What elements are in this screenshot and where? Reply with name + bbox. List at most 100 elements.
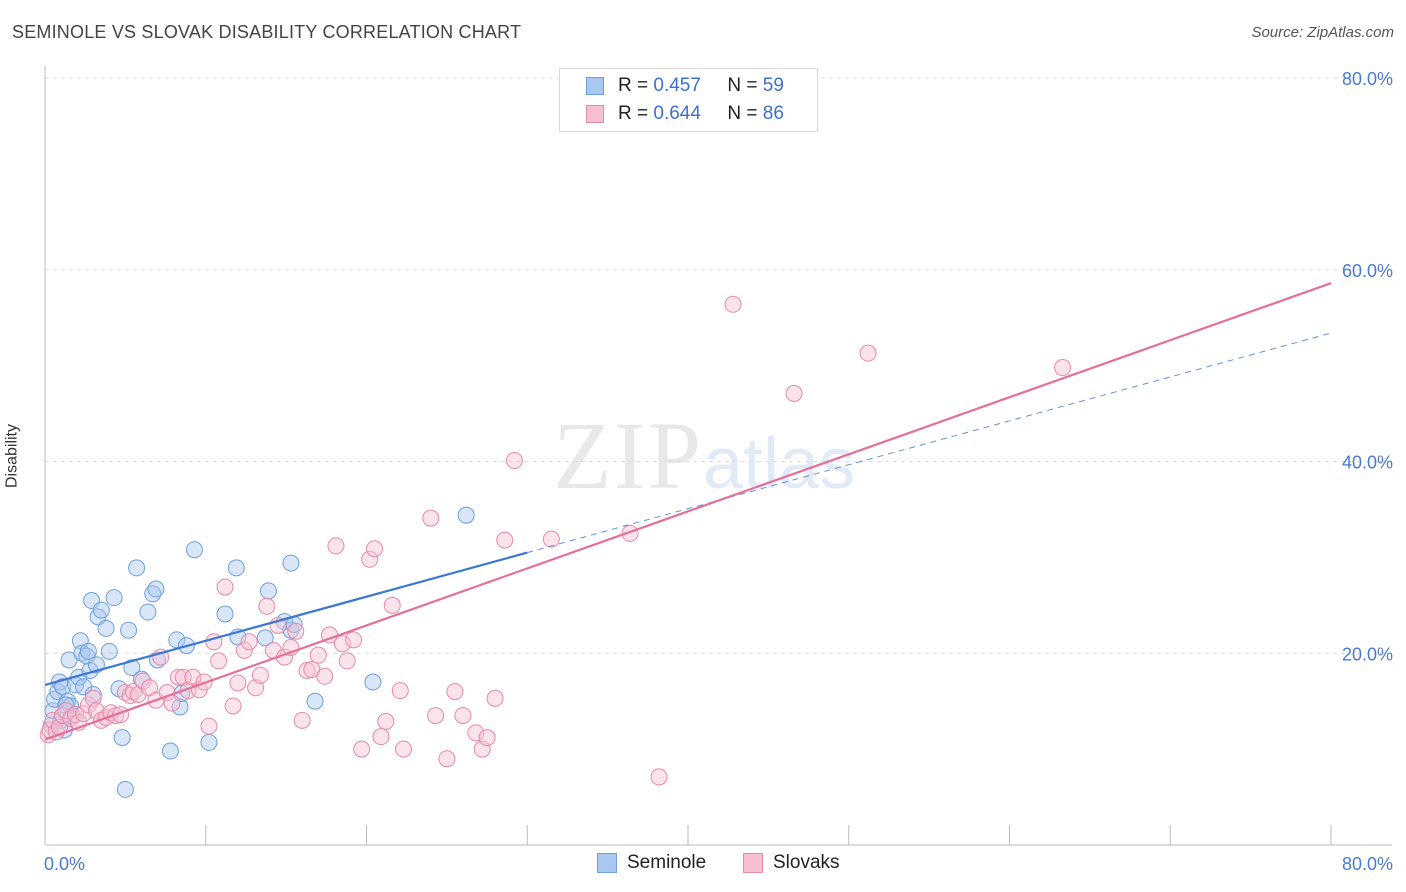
seminole-point [73,644,91,662]
slovaks-point [134,672,152,690]
seminole-trend-line [44,551,528,686]
slovaks-trend-line [44,282,1332,741]
source-label: Source: ZipAtlas.com [1251,24,1394,41]
slovaks-point [1054,359,1072,377]
slovaks-point [650,768,668,786]
legend-swatch-seminole [586,77,604,95]
slovaks-point [309,646,327,664]
slovaks-point [258,597,276,615]
slovaks-point [478,729,496,747]
legend-item-seminole[interactable]: Seminole [597,852,706,874]
legend-r-value: 0.644 [653,103,701,124]
slovaks-point [372,728,390,746]
seminole-point [216,605,234,623]
legend-swatch-slovaks [586,105,604,123]
y-tick-label: 20.0% [1342,644,1393,664]
legend-r-value: 0.457 [653,75,701,96]
x-tick-label: 0.0% [44,854,85,874]
legend-n-value: 59 [762,75,784,96]
slovaks-point [391,682,409,700]
watermark-logo: ZIPatlas [553,400,855,511]
seminole-point [79,642,97,660]
legend-stats: R = 0.457 N = 59 R = 0.644 N = 86 [559,68,818,132]
seminole-point [100,642,118,660]
legend-label-slovaks: Slovaks [773,852,840,873]
slovaks-point [505,452,523,470]
seminole-point [128,559,146,577]
seminole-point [120,621,138,639]
y-tick-label: 40.0% [1342,453,1393,473]
slovaks-point [240,633,258,651]
slovaks-point [174,668,192,686]
seminole-point [306,692,324,710]
seminole-point [457,506,475,524]
slovaks-point [224,697,242,715]
watermark-atlas: atlas [703,424,856,504]
slovaks-point [84,689,102,707]
slovaks-point [293,711,311,729]
x-tick-label: 80.0% [1342,854,1393,874]
chart-title: SEMINOLE VS SLOVAK DISABILITY CORRELATIO… [12,22,522,42]
seminole-point [227,559,245,577]
slovaks-point [353,740,371,758]
slovaks-point [438,750,456,768]
seminole-point [171,698,189,716]
slovaks-point [316,667,334,685]
slovaks-point [200,717,218,735]
seminole-point [139,603,157,621]
slovaks-point [542,530,560,548]
slovaks-point [247,679,265,697]
slovaks-point [251,666,269,684]
slovaks-point [287,622,305,640]
seminole-point [123,659,141,677]
slovaks-point [427,707,445,725]
slovaks-point [87,702,105,720]
seminole-point [282,554,300,572]
seminole-point [161,742,179,760]
legend-row-seminole: R = 0.457 N = 59 [586,73,784,99]
slovaks-point [496,531,514,549]
legend-item-slovaks[interactable]: Slovaks [743,852,840,874]
seminole-point [256,629,274,647]
seminole-point [259,582,277,600]
slovaks-point [361,550,379,568]
seminole-point [113,729,131,747]
slovaks-point [454,707,472,725]
seminole-trend-extension [527,332,1332,554]
seminole-point [92,601,110,619]
legend-n-label: N = [727,103,763,124]
slovaks-point [394,740,412,758]
slovaks-point [338,652,356,670]
slovaks-point [446,683,464,701]
slovaks-point [229,674,247,692]
slovaks-point [345,631,363,649]
legend-n-value: 86 [762,103,784,124]
slovaks-point [383,596,401,614]
seminole-point [147,580,165,598]
slovaks-point [422,509,440,527]
slovaks-point [169,668,187,686]
slovaks-point [327,537,345,555]
seminole-point [185,541,203,559]
slovaks-point [366,540,384,558]
seminole-point [364,673,382,691]
slovaks-point [210,652,228,670]
legend-n-label: N = [727,75,763,96]
seminole-point [282,621,300,639]
watermark-zip: ZIP [553,402,703,509]
slovaks-point [124,683,142,701]
seminole-point [144,585,162,603]
legend-row-slovaks: R = 0.644 N = 86 [586,101,784,127]
slovaks-point [216,578,234,596]
slovaks-point [333,635,351,653]
legend-r-label: R = [618,103,654,124]
legend-swatch-slovaks [743,853,763,873]
slovaks-point [377,712,395,730]
y-tick-label: 80.0% [1342,69,1393,89]
slovaks-point [486,689,504,707]
legend-swatch-seminole [597,853,617,873]
seminole-point [116,780,134,798]
legend-label-seminole: Seminole [627,852,707,873]
slovaks-point [724,295,742,313]
